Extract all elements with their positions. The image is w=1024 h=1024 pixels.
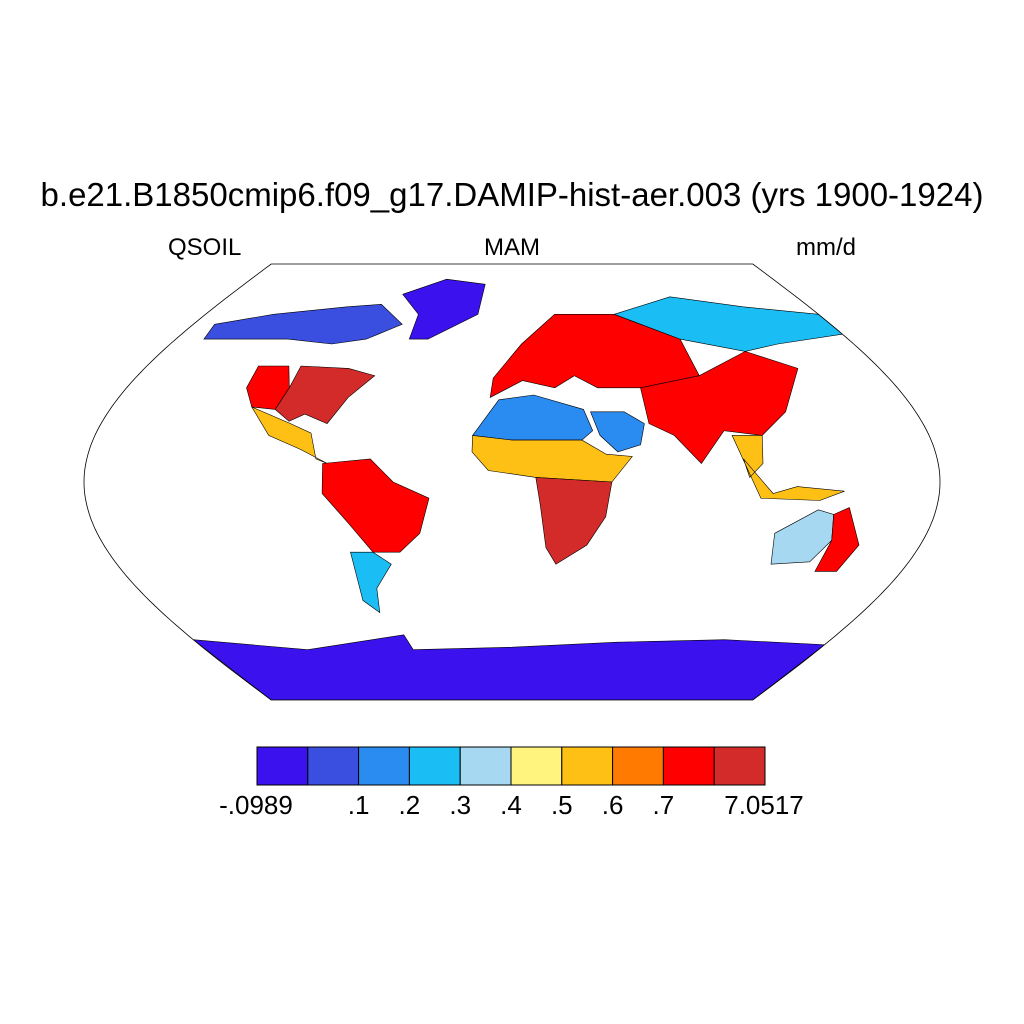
colorbar-box xyxy=(510,746,563,786)
colorbar-box xyxy=(307,746,360,786)
land-southern-africa xyxy=(535,477,613,565)
colorbar-label: .6 xyxy=(601,790,624,820)
colorbar-label: .2 xyxy=(398,790,421,820)
land-middle-east xyxy=(590,411,645,453)
land-central-america xyxy=(251,406,328,464)
colorbar-label: .3 xyxy=(449,790,472,820)
colorbar-box xyxy=(713,746,766,786)
colorbar-box xyxy=(561,746,614,786)
colorbar-label: 7.0517 xyxy=(724,790,804,820)
land-patagonia xyxy=(350,551,392,614)
world-map xyxy=(83,263,941,701)
colorbar-box xyxy=(358,746,410,786)
colorbar-label: .1 xyxy=(347,790,370,820)
land-australia-east xyxy=(814,507,860,572)
land-southeast-asia xyxy=(731,435,845,501)
units-label: mm/d xyxy=(796,234,856,261)
land-layer xyxy=(192,278,860,700)
colorbar-label: -.0989 xyxy=(219,790,293,820)
colorbar-box xyxy=(662,746,715,786)
land-eastern-us xyxy=(274,365,376,424)
colorbar-box xyxy=(408,746,461,786)
colorbar-label: .4 xyxy=(500,790,522,820)
colorbar-box xyxy=(256,746,309,786)
colorbar xyxy=(256,746,766,786)
colorbar-box xyxy=(612,746,664,786)
colorbar-label: .7 xyxy=(652,790,675,820)
land-arctic-canada xyxy=(203,303,403,345)
map-title: b.e21.B1850cmip6.f09_g17.DAMIP-hist-aer.… xyxy=(40,176,984,213)
globe-outline xyxy=(83,263,941,701)
variable-label: QSOIL xyxy=(168,234,242,261)
colorbar-box xyxy=(459,746,512,786)
land-amazon xyxy=(321,458,430,553)
land-sahel xyxy=(471,435,633,483)
season-label: MAM xyxy=(484,234,540,261)
colorbar-label: .5 xyxy=(550,790,573,820)
land-greenland xyxy=(402,278,486,340)
land-antarctica xyxy=(192,634,826,700)
